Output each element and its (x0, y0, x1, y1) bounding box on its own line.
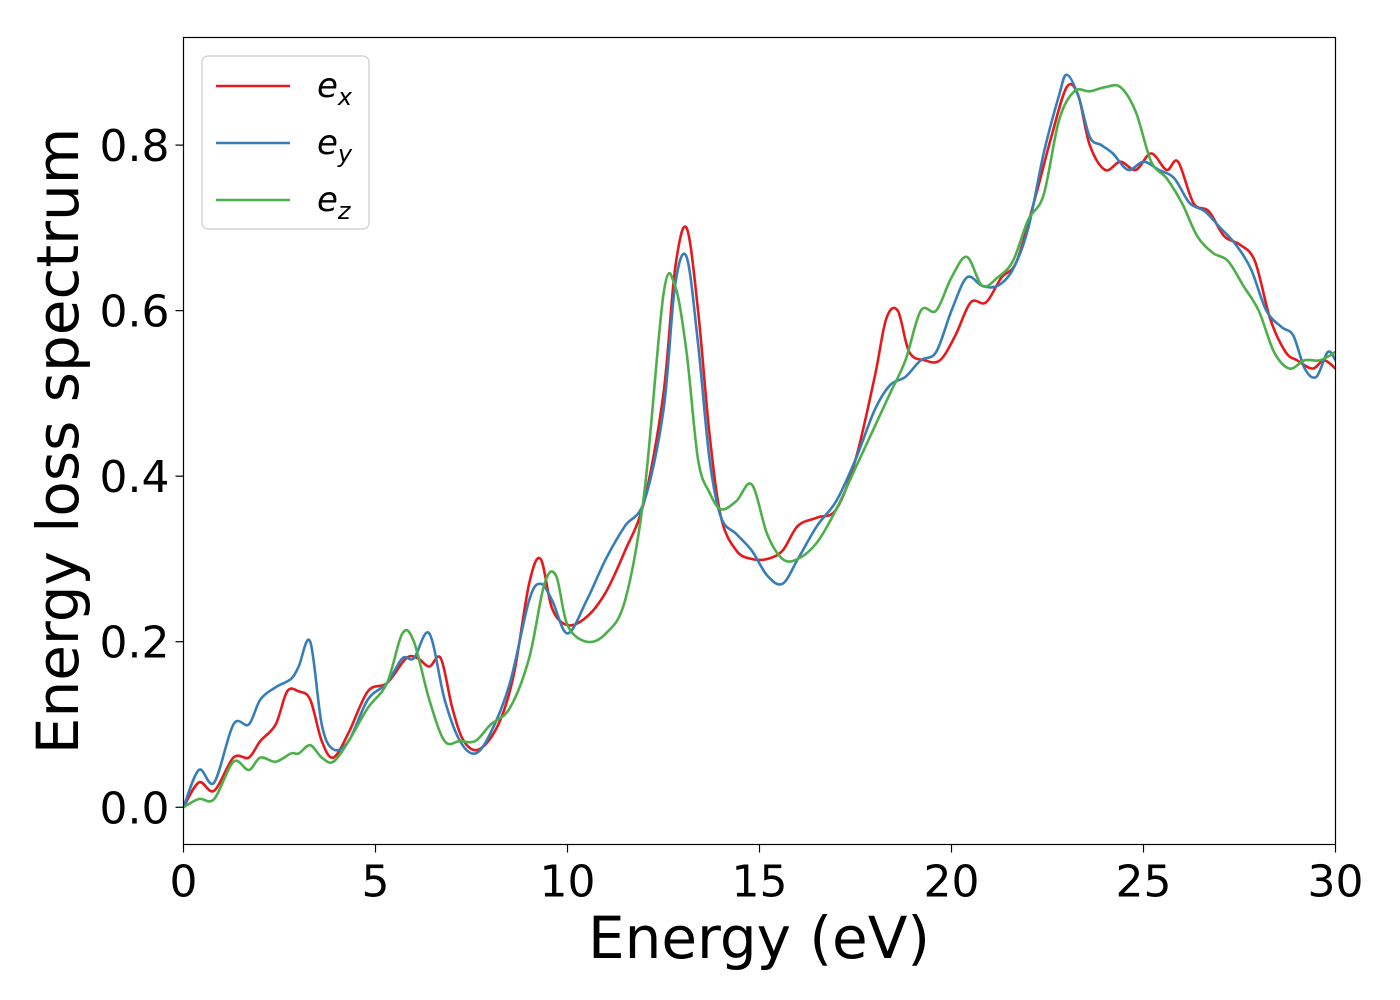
legend-label-subscript: y (337, 140, 353, 168)
legend-label-ey: ey (317, 123, 353, 168)
x-axis-label: Energy (eV) (588, 904, 930, 972)
y-tick-label: 0.6 (100, 287, 170, 338)
x-tick-label: 5 (362, 857, 390, 908)
y-tick-label: 0.0 (100, 783, 170, 834)
legend-label-subscript: z (337, 197, 352, 225)
y-tick-label: 0.8 (100, 121, 170, 172)
series-line-ex (183, 82, 1336, 809)
legend-label-ex: ex (317, 66, 353, 111)
y-tick-label: 0.2 (100, 618, 170, 669)
legend-label-base: e (317, 123, 338, 163)
legend-label-subscript: x (337, 83, 353, 111)
x-tick-label: 25 (1116, 857, 1172, 908)
y-tick-label: 0.4 (100, 452, 170, 503)
x-tick-label: 10 (540, 857, 596, 908)
x-ticks: 0 5 10 15 20 25 30 (170, 844, 1364, 908)
y-axis-label: Energy loss spectrum (24, 128, 92, 754)
legend-label-base: e (317, 180, 338, 220)
x-tick-label: 20 (924, 857, 980, 908)
y-ticks: 0.0 0.2 0.4 0.6 0.8 (100, 121, 184, 834)
x-tick-label: 0 (170, 857, 198, 908)
x-tick-label: 30 (1308, 857, 1364, 908)
series-line-ez (183, 83, 1336, 809)
legend-label-ez: ez (317, 180, 352, 225)
legend-label-base: e (317, 66, 338, 106)
plot-lines (183, 73, 1336, 809)
x-tick-label: 15 (732, 857, 788, 908)
